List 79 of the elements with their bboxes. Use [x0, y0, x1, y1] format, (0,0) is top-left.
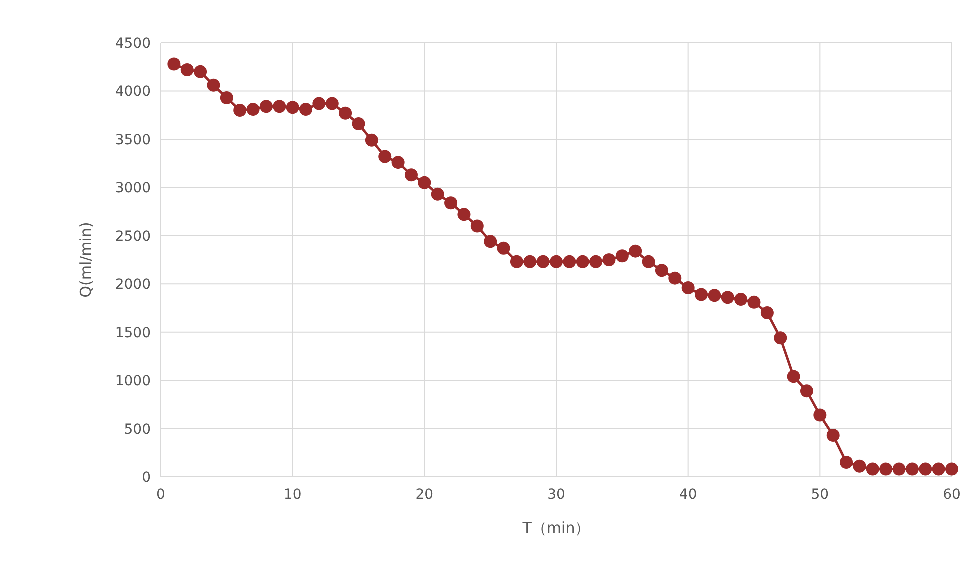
- x-tick-label: 40: [679, 487, 698, 503]
- y-tick-label: 3000: [115, 180, 151, 197]
- y-tick-label: 4500: [115, 36, 151, 52]
- point: [774, 332, 788, 345]
- point: [642, 255, 656, 268]
- point: [339, 106, 352, 120]
- point: [431, 188, 444, 201]
- point: [682, 281, 695, 294]
- point: [892, 462, 906, 476]
- point: [590, 255, 603, 268]
- point: [880, 462, 893, 476]
- point: [695, 288, 708, 302]
- point: [312, 97, 326, 110]
- y-tick-label: 0: [142, 470, 151, 486]
- point: [180, 64, 194, 77]
- y-tick-label: 1500: [115, 325, 151, 342]
- y-tick-label: 4000: [115, 84, 151, 100]
- x-tick-label: 30: [548, 487, 566, 503]
- point: [814, 408, 827, 422]
- point: [234, 104, 247, 118]
- point: [576, 255, 590, 268]
- point: [444, 196, 458, 210]
- point: [458, 208, 471, 222]
- point: [286, 101, 300, 114]
- y-tick-label: 2500: [115, 228, 151, 245]
- point: [760, 306, 774, 320]
- point: [326, 97, 339, 110]
- point: [550, 255, 563, 268]
- point: [365, 134, 378, 147]
- point: [524, 255, 537, 268]
- point: [470, 220, 484, 233]
- point: [484, 235, 498, 248]
- point: [392, 156, 405, 170]
- point: [840, 456, 854, 470]
- y-tick-label: 500: [124, 422, 151, 438]
- point: [246, 103, 260, 116]
- point: [300, 103, 313, 116]
- point: [616, 250, 629, 263]
- point: [906, 462, 919, 476]
- point: [497, 242, 510, 255]
- point: [629, 244, 642, 258]
- x-tick-label: 0: [156, 487, 166, 503]
- x-tick-label: 20: [416, 487, 434, 503]
- point: [668, 272, 682, 285]
- point: [721, 291, 734, 304]
- point: [932, 462, 946, 476]
- x-axis-title: T（min）: [522, 519, 590, 537]
- point: [708, 289, 722, 302]
- point: [207, 78, 220, 92]
- y-tick-label: 1000: [115, 374, 151, 390]
- point: [378, 150, 392, 164]
- point: [194, 65, 208, 78]
- y-axis-title: Q(ml/min): [77, 222, 95, 298]
- y-tick-label: 2000: [115, 277, 151, 294]
- point: [853, 460, 866, 473]
- point: [536, 255, 550, 268]
- point: [273, 100, 286, 114]
- y-tick-label: 3500: [115, 132, 151, 148]
- point: [352, 118, 366, 131]
- point: [602, 254, 616, 266]
- point: [404, 168, 418, 182]
- point: [866, 462, 880, 476]
- point: [919, 462, 932, 476]
- x-tick-label: 10: [284, 487, 302, 503]
- point: [946, 462, 958, 476]
- point: [510, 255, 524, 268]
- point: [168, 58, 181, 71]
- point: [734, 293, 748, 306]
- point: [655, 264, 668, 278]
- point: [826, 429, 840, 442]
- point: [787, 370, 800, 384]
- point: [260, 100, 273, 114]
- point: [800, 384, 814, 398]
- point: [748, 296, 761, 309]
- point: [418, 176, 432, 190]
- point: [220, 91, 234, 104]
- x-tick-label: 50: [811, 487, 830, 503]
- x-tick-label: 60: [943, 487, 961, 503]
- point: [563, 255, 576, 268]
